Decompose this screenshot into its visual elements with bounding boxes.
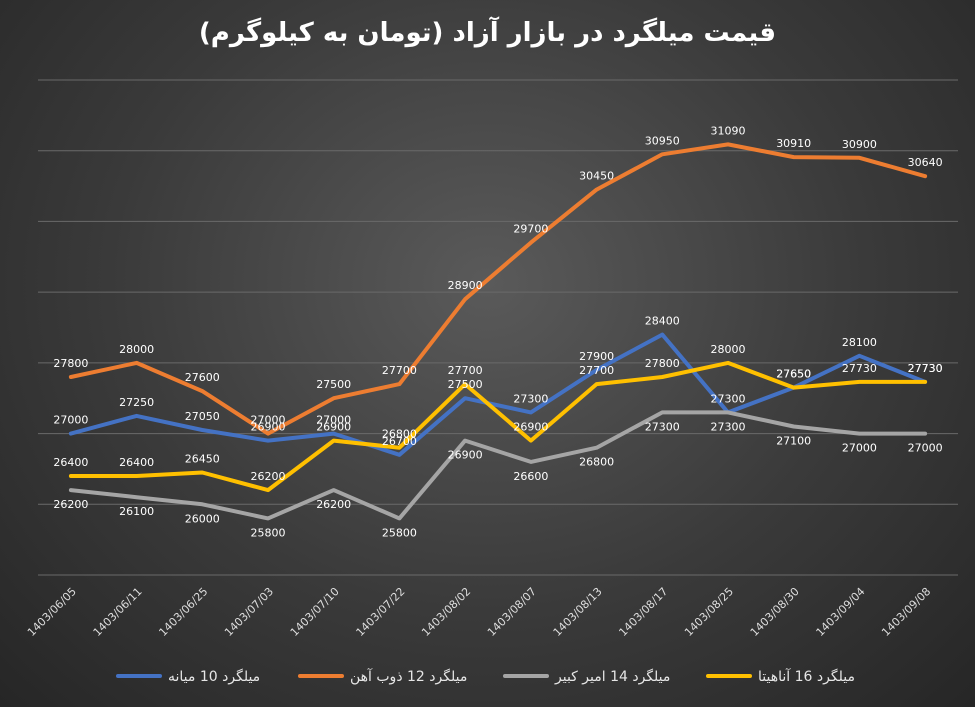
data-label: 26900	[316, 421, 351, 434]
data-label: 30950	[645, 134, 680, 147]
x-tick-label: 1403/09/08	[879, 585, 933, 639]
legend-label: میلگرد 10 میانه	[168, 668, 260, 685]
legend: میلگرد 10 میانه میلگرد 12 ذوب آهن میلگرد 1…	[116, 668, 855, 685]
data-label: 27900	[579, 350, 614, 363]
x-tick-label: 1403/08/25	[682, 585, 736, 639]
data-label: 30910	[776, 137, 811, 150]
data-label: 26600	[513, 470, 548, 483]
data-label: 27600	[185, 371, 220, 384]
data-label: 26200	[251, 470, 286, 483]
x-axis-tick-labels: 1403/06/05 1403/06/11 1403/06/25 1403/07/03…	[25, 585, 933, 639]
x-tick-label: 1403/09/04	[814, 585, 868, 639]
x-tick-label: 1403/06/05	[25, 585, 79, 639]
data-label: 31090	[711, 124, 746, 137]
series-line	[68, 332, 928, 457]
data-label: 27500	[316, 378, 351, 391]
data-label: 27000	[842, 442, 877, 455]
data-label: 27700	[579, 364, 614, 377]
x-tick-label: 1403/06/25	[156, 585, 210, 639]
data-label: 27700	[382, 364, 417, 377]
data-label: 26000	[185, 512, 220, 525]
data-label: 26200	[316, 498, 351, 511]
data-label: 28000	[119, 343, 154, 356]
data-label: 26400	[53, 456, 88, 469]
x-tick-label: 1403/08/13	[551, 585, 605, 639]
data-label: 27800	[645, 357, 680, 370]
data-label: 27300	[513, 392, 548, 405]
x-tick-label: 1403/08/07	[485, 585, 539, 639]
data-label: 25800	[382, 526, 417, 539]
data-label: 28000	[711, 343, 746, 356]
data-label: 26700	[382, 435, 417, 448]
data-label: 25800	[251, 526, 286, 539]
data-label: 26900	[448, 449, 483, 462]
data-label: 27300	[645, 420, 680, 433]
series-line	[68, 142, 928, 436]
series-lines	[68, 142, 928, 521]
data-label: 27300	[711, 392, 746, 405]
data-label: 26800	[382, 428, 417, 441]
data-label: 27500	[448, 378, 483, 391]
data-label: 27800	[53, 357, 88, 370]
data-label: 27250	[119, 396, 154, 409]
series-line	[68, 360, 928, 493]
x-tick-label: 1403/08/02	[419, 585, 473, 639]
data-label: 26400	[119, 456, 154, 469]
x-tick-label: 1403/08/17	[616, 585, 670, 639]
data-label: 27650	[776, 368, 811, 381]
data-label: 27100	[776, 435, 811, 448]
x-tick-label: 1403/07/03	[222, 585, 276, 639]
data-label: 28100	[842, 336, 877, 349]
data-label: 30450	[579, 170, 614, 183]
data-label: 30640	[908, 156, 943, 169]
x-tick-label: 1403/08/30	[748, 585, 802, 639]
legend-label: میلگرد 16 آناهیتا	[758, 668, 855, 685]
x-tick-label: 1403/06/11	[91, 585, 145, 639]
data-label: 26800	[579, 456, 614, 469]
data-label: 26200	[53, 498, 88, 511]
data-label: 29700	[513, 223, 548, 236]
data-label: 27000	[53, 414, 88, 427]
chart-title: قیمت میلگرد در بازار آزاد (تومان به کیلو…	[198, 18, 777, 48]
data-label: 26900	[513, 421, 548, 434]
data-label: 27730	[908, 362, 943, 375]
data-label: 28400	[645, 315, 680, 328]
data-label: 26900	[251, 421, 286, 434]
x-tick-label: 1403/07/22	[354, 585, 408, 639]
data-labels: 2700027250270502690027000267002750027300…	[53, 124, 942, 539]
data-label: 27730	[908, 362, 943, 375]
data-label: 27000	[316, 414, 351, 427]
data-label: 27300	[711, 420, 746, 433]
data-label: 27000	[251, 414, 286, 427]
data-label: 27730	[842, 362, 877, 375]
legend-label: میلگرد 14 امیر کبیر	[554, 668, 670, 685]
series-line	[68, 410, 928, 521]
data-label: 26450	[185, 453, 220, 466]
data-label: 27700	[448, 364, 483, 377]
data-label: 30900	[842, 138, 877, 151]
data-label: 27050	[185, 410, 220, 423]
data-label: 26100	[119, 505, 154, 518]
x-tick-label: 1403/07/10	[288, 585, 342, 639]
data-label: 27000	[908, 442, 943, 455]
data-label: 27650	[776, 368, 811, 381]
data-label: 28900	[448, 279, 483, 292]
legend-label: میلگرد 12 ذوب آهن	[350, 668, 467, 685]
